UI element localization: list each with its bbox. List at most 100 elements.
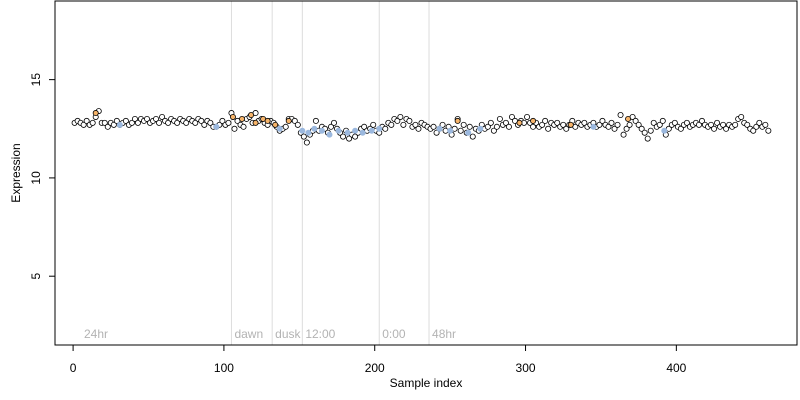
data-point	[469, 133, 476, 140]
y-tick-label-2: 15	[29, 73, 43, 87]
data-point	[80, 121, 87, 128]
data-point	[352, 133, 359, 140]
data-point	[617, 112, 624, 119]
data-point-orange	[264, 117, 271, 124]
data-point	[415, 125, 422, 132]
y-axis-label: Expression	[9, 143, 23, 202]
data-point	[545, 125, 552, 132]
data-point-orange	[229, 113, 236, 120]
data-point-blue	[116, 121, 123, 128]
data-point	[300, 133, 307, 140]
data-point	[608, 119, 615, 126]
data-point	[412, 121, 419, 128]
data-point-blue	[335, 127, 342, 134]
data-point	[605, 123, 612, 130]
data-point	[231, 125, 238, 132]
data-point-blue	[311, 125, 318, 132]
data-point	[131, 115, 138, 122]
data-point	[303, 139, 310, 146]
data-point	[656, 121, 663, 128]
data-point-orange	[239, 115, 246, 122]
y-tick-label-0: 5	[29, 273, 43, 280]
data-point	[611, 125, 618, 132]
data-point	[406, 117, 413, 124]
data-point	[183, 119, 190, 126]
annotation-label-1: dusk	[275, 327, 301, 341]
data-point	[524, 113, 531, 120]
data-point	[294, 121, 301, 128]
annotation-label-2: 12:00	[305, 327, 335, 341]
data-point-blue	[436, 125, 443, 132]
data-point	[620, 131, 627, 138]
data-point	[89, 119, 96, 126]
data-point	[122, 117, 129, 124]
data-point	[626, 121, 633, 128]
data-point-blue	[376, 125, 383, 132]
x-tick-label-4: 400	[666, 361, 686, 375]
data-point	[708, 121, 715, 128]
data-point	[659, 117, 666, 124]
data-point	[539, 121, 546, 128]
annotation-label-4: 48hr	[432, 327, 456, 341]
data-point-blue	[359, 129, 366, 136]
data-point	[104, 123, 111, 130]
data-point	[738, 113, 745, 120]
annotation-label-3: 0:00	[382, 327, 406, 341]
data-point-orange	[272, 121, 279, 128]
data-point	[714, 119, 721, 126]
x-tick-label-3: 300	[516, 361, 536, 375]
x-tick-label-1: 100	[214, 361, 234, 375]
annotation-layer: dawn dusk 12:00 0:00 48hr	[230, 1, 456, 345]
data-point	[83, 117, 90, 124]
data-point-orange	[516, 119, 523, 126]
data-point	[487, 119, 494, 126]
data-point	[397, 113, 404, 120]
data-point	[490, 127, 497, 134]
data-point	[370, 121, 377, 128]
data-point	[502, 119, 509, 126]
data-point	[644, 135, 651, 142]
data-point	[153, 115, 160, 122]
data-point	[466, 123, 473, 130]
data-point-blue	[276, 125, 283, 132]
data-point-blue	[318, 127, 325, 134]
points-layer	[71, 108, 772, 146]
x-tick-label-2: 200	[365, 361, 385, 375]
data-point	[647, 127, 654, 134]
data-point	[496, 115, 503, 122]
annotation-label-0: dawn	[234, 327, 263, 341]
data-point	[457, 127, 464, 134]
data-point-orange	[625, 115, 632, 122]
data-point	[225, 119, 232, 126]
data-point	[638, 125, 645, 132]
data-point	[756, 119, 763, 126]
data-point	[460, 121, 467, 128]
x-tick-label-0: 0	[70, 361, 77, 375]
data-point	[711, 125, 718, 132]
data-point	[650, 119, 657, 126]
data-point-orange	[252, 119, 259, 126]
data-point	[723, 125, 730, 132]
data-point	[291, 117, 298, 124]
data-point-blue	[368, 127, 375, 134]
data-point	[484, 123, 491, 130]
data-point	[560, 121, 567, 128]
corner-label-24hr: 24hr	[84, 327, 108, 341]
data-point	[330, 119, 337, 126]
data-point	[327, 123, 334, 130]
data-point-blue	[477, 125, 484, 132]
data-point	[165, 119, 172, 126]
data-point	[732, 121, 739, 128]
data-point	[207, 119, 214, 126]
data-point	[683, 119, 690, 126]
y-tick-label-1: 10	[29, 171, 43, 185]
data-point-blue	[299, 127, 306, 134]
y-axis: 5 10 15	[29, 73, 55, 280]
data-point	[635, 121, 642, 128]
data-point	[493, 123, 500, 130]
data-point	[641, 129, 648, 136]
data-point-blue	[352, 127, 359, 134]
data-point	[128, 119, 135, 126]
data-point	[143, 115, 150, 122]
